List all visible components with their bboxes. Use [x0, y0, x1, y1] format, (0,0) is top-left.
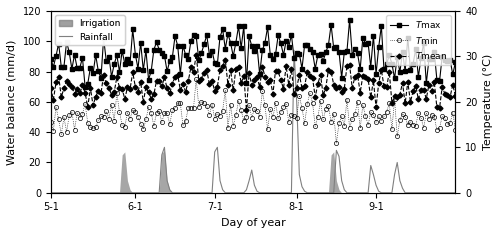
X-axis label: Day of year: Day of year: [220, 218, 286, 228]
Rainfall: [397, 179, 403, 182]
Rainfall: [381, 191, 387, 194]
Y-axis label: Water balance (mm/d): Water balance (mm/d): [7, 39, 17, 164]
Rainfall: [190, 191, 196, 194]
Rainfall: [48, 191, 54, 194]
Legend: Irrigation, Rainfall: Irrigation, Rainfall: [55, 16, 124, 45]
Y-axis label: Temperature (°C): Temperature (°C): [483, 54, 493, 150]
Rainfall: [307, 191, 313, 194]
Rainfall: [452, 191, 458, 194]
Rainfall: [291, 49, 297, 52]
Rainfall: [352, 191, 358, 194]
Legend: $T$max, $T$min, $T$mean: $T$max, $T$min, $T$mean: [386, 16, 451, 65]
Rainfall: [188, 191, 194, 194]
Line: Rainfall: Rainfall: [50, 50, 456, 193]
